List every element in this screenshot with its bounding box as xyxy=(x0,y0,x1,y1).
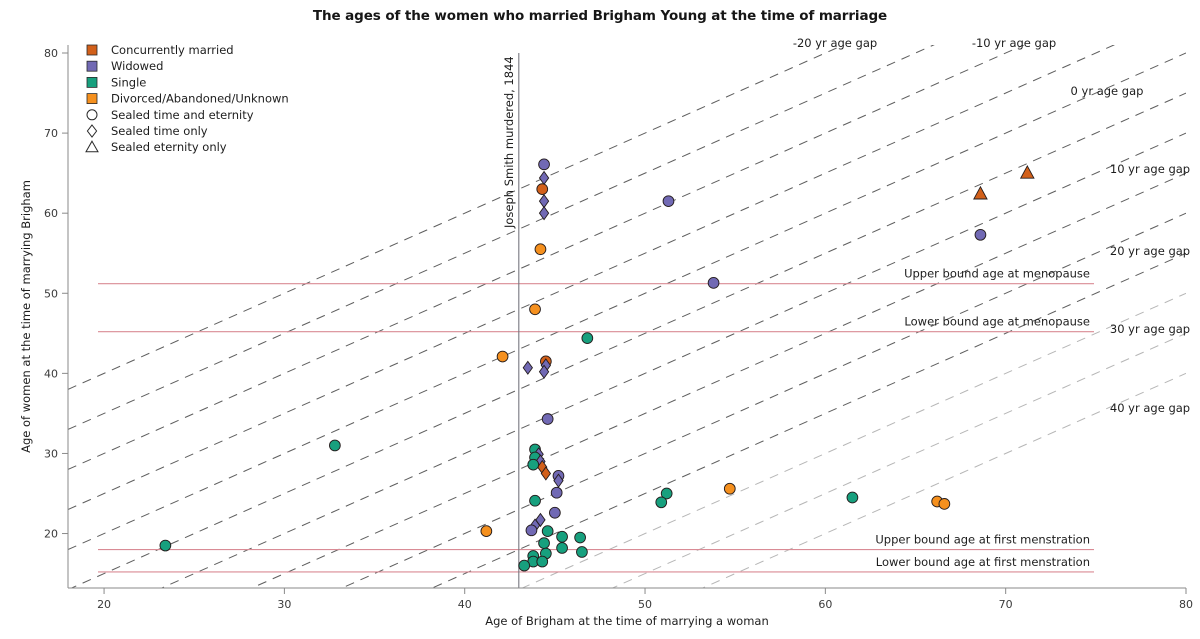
data-point[interactable] xyxy=(480,525,493,537)
age-gap-label: 10 yr age gap xyxy=(1110,162,1190,176)
legend-shape-label-2: Sealed eternity only xyxy=(111,140,227,154)
legend-label-0: Concurrently married xyxy=(111,43,234,57)
legend-swatch-2[interactable] xyxy=(86,77,98,88)
vertical-line-label: Joseph Smith murdered, 1844 xyxy=(502,56,516,229)
legend-shape-label-0: Sealed time and eternity xyxy=(111,108,254,122)
legend-swatch-0[interactable] xyxy=(86,44,98,56)
y-axis-title: Age of women at the time of marrying Bri… xyxy=(19,180,33,453)
age-gap-line xyxy=(521,292,1186,588)
x-axis-tick-label: 50 xyxy=(638,598,652,611)
data-point[interactable] xyxy=(553,473,564,488)
data-point[interactable] xyxy=(581,332,594,344)
data-point[interactable] xyxy=(534,243,547,256)
data-point[interactable] xyxy=(159,539,172,552)
data-point[interactable] xyxy=(974,228,987,241)
x-axis-title: Age of Brigham at the time of marrying a… xyxy=(485,614,769,628)
data-point[interactable] xyxy=(525,524,538,537)
age-gap-label: 30 yr age gap xyxy=(1110,322,1190,336)
x-axis-tick-label: 70 xyxy=(999,598,1013,611)
page-title: The ages of the women who married Brigha… xyxy=(312,8,888,24)
age-gap-line xyxy=(340,212,1186,588)
legend-shape-0[interactable] xyxy=(86,109,98,121)
legend-label-1: Widowed xyxy=(111,59,163,73)
x-axis-tick-label: 80 xyxy=(1179,598,1193,611)
data-point[interactable] xyxy=(538,537,550,550)
x-axis-tick-label: 40 xyxy=(458,598,472,611)
data-point[interactable] xyxy=(538,194,550,209)
y-axis-tick-label: 20 xyxy=(44,528,58,541)
data-point[interactable] xyxy=(540,466,552,481)
data-point[interactable] xyxy=(576,546,588,558)
y-axis-tick-label: 40 xyxy=(44,367,58,380)
x-axis-tick-label: 60 xyxy=(818,598,832,611)
age-gap-line xyxy=(431,252,1186,588)
age-gap-line xyxy=(68,45,1116,510)
legend-label-2: Single xyxy=(111,75,146,89)
age-gap-label: 20 yr age gap xyxy=(1110,244,1190,258)
y-axis-tick-label: 60 xyxy=(44,207,58,220)
data-point[interactable] xyxy=(496,350,509,363)
age-gap-label: 40 yr age gap xyxy=(1110,401,1190,415)
age-gap-label: 0 yr age gap xyxy=(1071,84,1144,98)
age-gap-line xyxy=(70,92,1186,588)
age-gap-line xyxy=(611,332,1186,588)
age-gap-line xyxy=(68,45,845,390)
age-gap-label: -10 yr age gap xyxy=(972,36,1056,50)
reference-line-label: Upper bound age at menopause xyxy=(904,267,1090,281)
reference-line-label: Upper bound age at first menstration xyxy=(875,533,1090,547)
age-gap-line xyxy=(68,45,1025,470)
data-point[interactable] xyxy=(846,491,859,504)
data-point[interactable] xyxy=(529,494,541,507)
age-gap-line xyxy=(68,45,935,430)
reference-line-label: Lower bound age at first menstration xyxy=(876,555,1090,569)
y-axis-tick-label: 80 xyxy=(44,47,58,60)
age-gap-label: -20 yr age gap xyxy=(793,36,877,50)
x-axis-tick-label: 20 xyxy=(97,598,111,611)
y-axis-tick-label: 50 xyxy=(44,287,58,300)
data-point[interactable] xyxy=(574,531,586,544)
y-axis-tick-label: 30 xyxy=(44,447,58,460)
legend-shape-label-1: Sealed time only xyxy=(111,124,208,138)
x-axis-tick-label: 30 xyxy=(277,598,291,611)
age-gap-line xyxy=(68,52,1186,551)
data-point[interactable] xyxy=(541,525,554,537)
data-point[interactable] xyxy=(536,555,549,568)
legend-shape-2[interactable] xyxy=(85,140,99,153)
data-point[interactable] xyxy=(550,486,563,499)
data-point[interactable] xyxy=(522,360,533,375)
data-point[interactable] xyxy=(707,277,720,289)
data-point[interactable] xyxy=(541,413,554,425)
age-gap-line xyxy=(701,372,1186,588)
data-point[interactable] xyxy=(518,559,531,572)
data-point[interactable] xyxy=(527,458,540,471)
data-point[interactable] xyxy=(538,158,550,171)
data-point[interactable] xyxy=(660,487,673,500)
data-point[interactable] xyxy=(1019,164,1035,179)
data-point[interactable] xyxy=(973,185,988,200)
legend-label-3: Divorced/Abandoned/Unknown xyxy=(111,92,289,106)
data-point[interactable] xyxy=(538,170,550,186)
age-gap-line xyxy=(160,132,1186,588)
data-point[interactable] xyxy=(329,439,341,452)
legend-swatch-1[interactable] xyxy=(86,60,98,72)
data-point[interactable] xyxy=(549,506,561,519)
data-point[interactable] xyxy=(723,482,736,495)
legend-shape-1[interactable] xyxy=(86,124,98,138)
data-point[interactable] xyxy=(556,530,568,543)
data-point[interactable] xyxy=(538,206,550,221)
data-point[interactable] xyxy=(662,195,675,208)
data-point[interactable] xyxy=(536,183,549,196)
data-point[interactable] xyxy=(538,364,550,379)
data-point[interactable] xyxy=(655,496,668,509)
y-axis-tick-label: 70 xyxy=(44,127,58,140)
data-point[interactable] xyxy=(556,542,568,554)
data-point[interactable] xyxy=(529,303,541,316)
legend-swatch-3[interactable] xyxy=(86,93,98,104)
data-point[interactable] xyxy=(938,498,951,510)
age-gap-line xyxy=(250,172,1186,588)
reference-line-label: Lower bound age at menopause xyxy=(904,315,1090,329)
